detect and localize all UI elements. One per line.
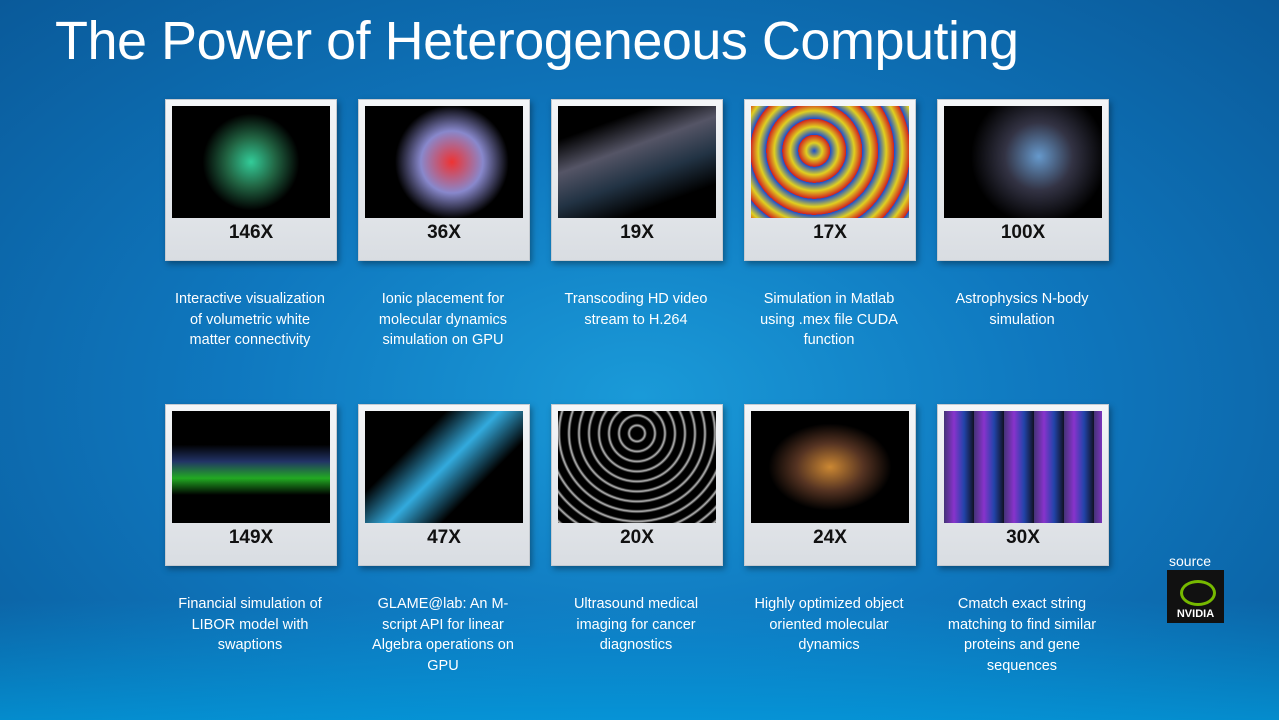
card-image bbox=[172, 106, 330, 218]
card-image bbox=[944, 411, 1102, 523]
card-image bbox=[365, 411, 523, 523]
card-description: Simulation in Matlab using .mex file CUD… bbox=[760, 291, 898, 348]
card-description: Ionic placement for molecular dynamics s… bbox=[378, 291, 508, 348]
card-image bbox=[751, 411, 909, 523]
speedup-label: 30X bbox=[1006, 527, 1040, 548]
card-description: Interactive visualization of volumetric … bbox=[175, 291, 325, 348]
speedup-label: 24X bbox=[813, 527, 847, 548]
card-image bbox=[365, 106, 523, 218]
card-description: Cmatch exact string matching to find sim… bbox=[947, 596, 1097, 674]
card-image bbox=[172, 411, 330, 523]
card: 149X bbox=[165, 404, 337, 566]
speedup-label: 149X bbox=[228, 527, 274, 548]
card-image bbox=[558, 106, 716, 218]
source-label: source bbox=[1169, 553, 1212, 569]
card: 47X bbox=[358, 404, 530, 566]
card: 24X bbox=[744, 404, 916, 566]
card: 146X bbox=[165, 99, 337, 261]
card-description: Transcoding HD video stream to H.264 bbox=[564, 291, 708, 328]
card: 20X bbox=[551, 404, 723, 566]
card-description: Financial simulation of LIBOR model with… bbox=[178, 596, 322, 653]
card: 19X bbox=[551, 99, 723, 261]
speedup-label: 20X bbox=[620, 527, 654, 548]
card: 100X bbox=[937, 99, 1109, 261]
speedup-label: 36X bbox=[427, 222, 461, 243]
card-description: Highly optimized object oriented molecul… bbox=[754, 596, 904, 653]
speedup-label: 47X bbox=[427, 527, 461, 548]
card-image bbox=[558, 411, 716, 523]
card: 17X bbox=[744, 99, 916, 261]
speedup-label: 19X bbox=[620, 222, 654, 243]
speedup-label: 17X bbox=[813, 222, 847, 243]
card-description: GLAME@lab: An M-script API for linear Al… bbox=[372, 596, 514, 674]
card: 30X bbox=[937, 404, 1109, 566]
speedup-label: 146X bbox=[228, 222, 274, 243]
card-description: Astrophysics N-body simulation bbox=[955, 291, 1089, 328]
speedup-label: 100X bbox=[1000, 222, 1046, 243]
nvidia-logo: NVIDIA bbox=[1167, 570, 1224, 623]
slide-title: The Power of Heterogeneous Computing bbox=[55, 11, 1019, 71]
card: 36X bbox=[358, 99, 530, 261]
card-image bbox=[944, 106, 1102, 218]
card-image bbox=[751, 106, 909, 218]
card-description: Ultrasound medical imaging for cancer di… bbox=[573, 596, 699, 653]
